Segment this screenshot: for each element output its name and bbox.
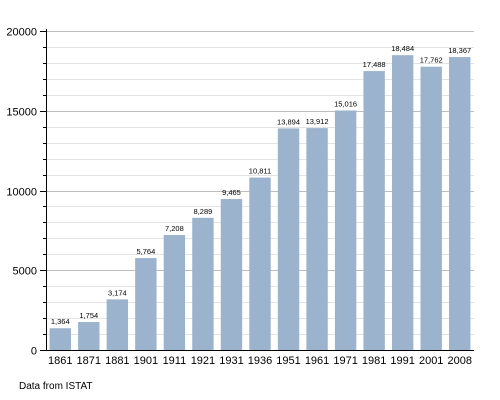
x-tick-label: 2001 [419,355,443,367]
x-tick-label: 1936 [248,355,272,367]
x-tick-label: 1961 [305,355,329,367]
bar [163,235,186,350]
y-tick-label: 20000 [6,27,37,39]
bar [49,328,71,350]
bar-value-label: 8,289 [194,207,213,216]
bar-value-label: 13,912 [306,117,329,126]
y-tick-label: 5000 [13,266,37,278]
bar [220,199,243,350]
bar [334,110,357,350]
bar-value-label: 18,484 [391,44,414,53]
bar [306,128,328,350]
x-tick-label: 1921 [191,355,215,367]
bar-value-label: 13,894 [277,117,300,126]
bar-value-label: 18,367 [448,46,471,55]
bar-value-label: 5,764 [136,247,155,256]
bar-value-label: 7,208 [165,224,184,233]
bar-value-label: 1,754 [79,311,98,320]
bar [363,71,385,350]
bar [192,217,214,350]
x-tick-label: 1971 [333,355,357,367]
bar [277,128,300,350]
bar [420,66,442,350]
bar [135,258,157,350]
bar-value-label: 10,811 [249,167,271,176]
x-tick-label: 1901 [134,355,158,367]
x-tick-label: 1991 [390,355,414,367]
x-tick-label: 1861 [48,355,72,367]
x-tick-label: 1951 [276,355,300,367]
bar [249,177,271,350]
x-tick-label: 1931 [219,355,243,367]
source-footnote: Data from ISTAT [19,381,93,392]
bar-value-label: 3,174 [108,288,127,297]
bar-value-label: 17,488 [363,60,386,69]
bar [78,322,100,350]
x-tick-label: 1911 [163,355,187,367]
x-tick-label: 2008 [447,355,471,367]
bar-value-label: 17,762 [420,56,443,65]
bar-value-label: 1,364 [51,317,70,326]
bar-value-label: 15,016 [334,99,357,108]
x-tick-label: 1981 [362,355,386,367]
y-tick-label: 15000 [6,107,37,119]
y-tick-label: 0 [31,346,37,358]
y-tick-label: 10000 [6,187,37,199]
bar [449,57,471,350]
x-tick-label: 1881 [105,355,129,367]
bar [106,299,129,350]
x-tick-label: 1871 [77,355,101,367]
bar-value-label: 9,465 [222,188,241,197]
bar [391,55,414,350]
